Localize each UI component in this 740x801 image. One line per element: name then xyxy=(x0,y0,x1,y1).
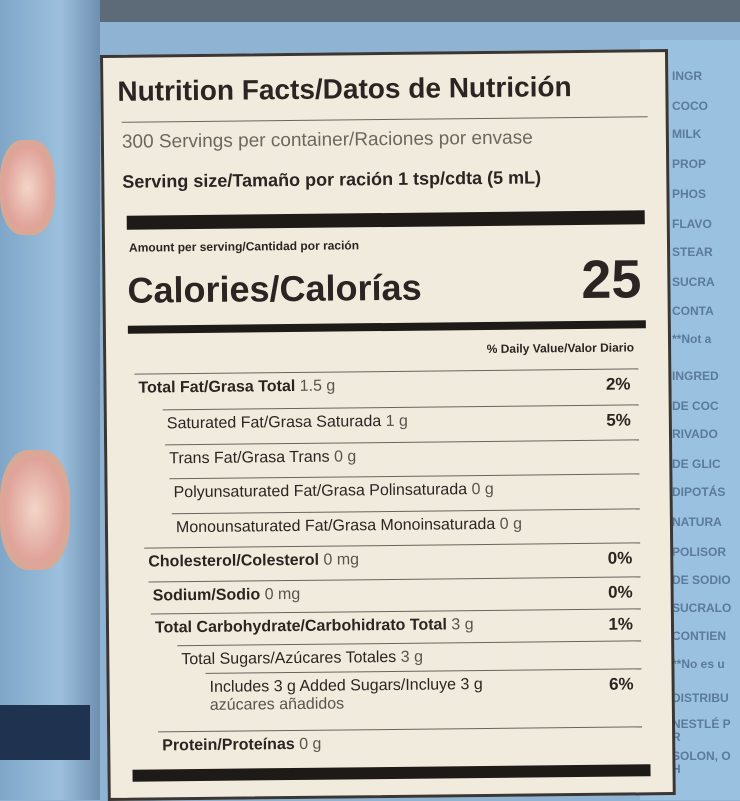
nutrient-name: Polyunsaturated Fat/Grasa Polinsaturada xyxy=(173,481,468,502)
calories-value: 25 xyxy=(580,249,642,310)
ingredient-line: NESTLÉ PR xyxy=(672,717,731,744)
daily-value-percent: 1% xyxy=(608,614,634,634)
daily-value-percent: 5% xyxy=(606,410,631,430)
nutrient-row: Total Carbohydrate/Carbohidrato Total 3 … xyxy=(103,52,665,636)
nutrient-amount: 3 g xyxy=(400,648,424,666)
daily-value-percent: 6% xyxy=(608,674,634,694)
row-divider xyxy=(171,508,640,515)
nutrient-name: Cholesterol/Colesterol xyxy=(148,551,320,571)
adjacent-product-logo xyxy=(0,450,70,570)
label-title: Nutrition Facts/Datos de Nutrición xyxy=(117,71,572,107)
nutrient-row: Protein/Proteínas 0 g xyxy=(103,52,665,754)
ingredient-line: PROP xyxy=(672,157,707,171)
daily-value-header: % Daily Value/Valor Diario xyxy=(486,340,635,356)
daily-value-percent: 0% xyxy=(607,548,633,568)
nutrient-amount: 0 g xyxy=(333,448,357,466)
nutrient-row: Polyunsaturated Fat/Grasa Polinsaturada … xyxy=(103,52,665,501)
nutrient-amount: 3 g xyxy=(451,616,474,634)
servings-per-container: 300 Servings per container/Raciones por … xyxy=(121,127,533,153)
nutrient-row: Saturated Fat/Grasa Saturada 1 g 5% xyxy=(103,52,665,432)
ingredient-line: PHOS xyxy=(672,187,707,201)
ingredient-line: STEAR xyxy=(672,245,713,259)
nutrient-amount: 1.5 g xyxy=(299,377,336,395)
calories-label: Calories/Calorías xyxy=(127,266,422,311)
ingredient-line: DISTRIBU xyxy=(672,691,729,705)
ingredient-line: COCO xyxy=(672,99,708,113)
daily-value-percent: 2% xyxy=(605,374,631,394)
nutrient-amount: 0 mg xyxy=(323,551,360,569)
adjacent-product-strip xyxy=(0,0,100,800)
row-divider xyxy=(158,726,643,733)
nutrient-name: Sodium/Sodio xyxy=(152,586,261,605)
ingredient-line: **No es u xyxy=(672,657,725,671)
nutrient-amount: 0 g xyxy=(499,515,523,533)
serving-size: Serving size/Tamaño por ración 1 tsp/cdt… xyxy=(122,167,542,192)
nutrient-row: Cholesterol/Colesterol 0 mg 0% xyxy=(103,52,665,571)
ingredient-line: DE SODIO xyxy=(672,573,731,587)
nutrient-amount: 0 mg xyxy=(264,585,301,604)
nutrient-amount: 0 g xyxy=(299,735,322,753)
ingredient-line: NATURA xyxy=(672,515,722,529)
ingredient-line: RIVADO xyxy=(672,427,718,441)
row-divider xyxy=(162,404,639,411)
daily-value-percent: 0% xyxy=(607,582,633,602)
nutrition-facts-label: Nutrition Facts/Datos de Nutrición 300 S… xyxy=(100,49,676,801)
ingredient-line: INGRED xyxy=(672,369,719,383)
row-divider xyxy=(165,439,640,446)
ingredient-line: DIPOTÁS xyxy=(672,485,726,499)
row-divider xyxy=(148,576,641,583)
nutrient-amount: 0 g xyxy=(471,480,494,499)
ingredient-line: DE COC xyxy=(672,399,719,413)
nutrient-name: Trans Fat/Grasa Trans xyxy=(169,448,330,468)
nutrient-name: Includes 3 g Added Sugars/Incluye 3 g xyxy=(209,676,483,696)
nutrient-row: Monounsaturated Fat/Grasa Monoinsaturada… xyxy=(103,52,665,536)
nutrient-name: Total Sugars/Azúcares Totales xyxy=(181,648,397,669)
nutrient-row: Includes 3 g Added Sugars/Incluye 3 g azú… xyxy=(103,52,665,714)
row-divider xyxy=(150,608,641,615)
ingredient-line: DE GLIC xyxy=(672,457,721,471)
nutrient-row: Sodium/Sodio 0 mg 0% xyxy=(103,52,665,604)
adjacent-product-logo xyxy=(0,140,55,235)
adjacent-product-band xyxy=(0,705,90,760)
row-divider xyxy=(177,640,642,647)
row-divider xyxy=(134,368,639,375)
nutrient-row: Total Fat/Grasa Total 1.5 g 2% xyxy=(103,52,665,397)
nutrient-name: Protein/Proteínas xyxy=(162,735,295,755)
ingredient-line: SOLON, OH xyxy=(672,749,731,776)
ingredient-line: INGR xyxy=(672,69,702,83)
nutrient-name: Total Fat/Grasa Total xyxy=(138,377,296,397)
ingredient-line: CONTIEN xyxy=(672,629,726,643)
amount-per-serving: Amount per serving/Cantidad por ración xyxy=(128,238,360,255)
nutrient-name: Saturated Fat/Grasa Saturada xyxy=(166,413,382,433)
ingredient-line: CONTA xyxy=(672,304,714,318)
ingredient-line: FLAVO xyxy=(672,217,712,231)
nutrient-name: Total Carbohydrate/Carbohidrato Total xyxy=(154,616,447,637)
ingredient-line: **Not a xyxy=(672,332,712,346)
nutrient-row: Total Sugars/Azúcares Totales 3 g xyxy=(103,52,665,668)
nutrient-name: Monounsaturated Fat/Grasa Monoinsaturada xyxy=(175,515,496,537)
nutrient-amount: 1 g xyxy=(385,412,408,431)
ingredient-line: SUCRALO xyxy=(672,601,732,615)
shelf-edge xyxy=(0,0,740,22)
row-divider xyxy=(144,542,641,549)
ingredient-line: MILK xyxy=(672,127,702,141)
nutrient-row: Trans Fat/Grasa Trans 0 g xyxy=(103,52,665,467)
row-divider xyxy=(169,473,640,480)
ingredient-line: SUCRA xyxy=(672,275,715,289)
ingredient-line: POLISOR xyxy=(672,545,727,559)
nutrient-amount: azúcares añadidos xyxy=(209,695,345,714)
row-divider xyxy=(205,668,642,674)
